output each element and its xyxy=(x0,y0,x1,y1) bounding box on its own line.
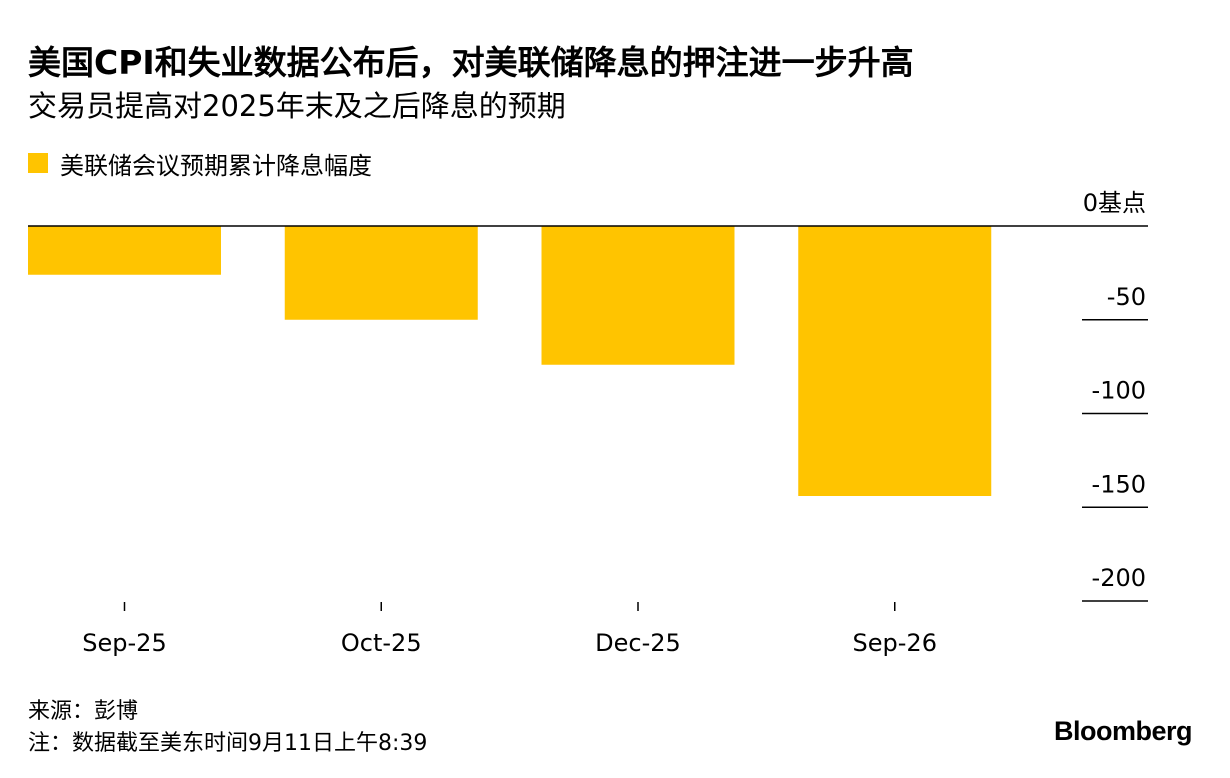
bar-dec-25 xyxy=(541,226,735,365)
bar-chart: 0基点 -50 -100 -150 -200 Sep-25 Oct-25 Dec-25 Sep-… xyxy=(28,189,1148,657)
timestamp-note: 注：数据截至美东时间9月11日上午8:39 xyxy=(28,731,428,756)
bar-sep-25 xyxy=(28,226,221,275)
x-tick-label: Oct-25 xyxy=(341,629,422,657)
legend-swatch xyxy=(28,153,48,173)
legend-label: 美联储会议预期累计降息幅度 xyxy=(60,151,372,180)
y-tick-label: -50 xyxy=(1107,283,1146,311)
y-tick-label: -100 xyxy=(1092,377,1146,405)
y-tick-label: 0基点 xyxy=(1083,189,1146,217)
source-note: 来源：彭博 xyxy=(28,699,139,724)
legend: 美联储会议预期累计降息幅度 xyxy=(28,148,372,180)
chart-title: 美国CPI和失业数据公布后，对美联储降息的押注进一步升高 xyxy=(28,43,914,82)
bloomberg-logo: Bloomberg xyxy=(1053,716,1193,746)
y-tick-label: -150 xyxy=(1092,470,1146,498)
x-tick-label: Sep-25 xyxy=(82,629,166,657)
x-tick-label: Sep-26 xyxy=(853,629,937,657)
bar-oct-25 xyxy=(284,226,478,320)
bar-sep-26 xyxy=(798,226,992,496)
x-tick-label: Dec-25 xyxy=(595,629,681,657)
chart-subtitle: 交易员提高对2025年末及之后降息的预期 xyxy=(28,89,566,123)
y-tick-label: -200 xyxy=(1092,564,1146,592)
